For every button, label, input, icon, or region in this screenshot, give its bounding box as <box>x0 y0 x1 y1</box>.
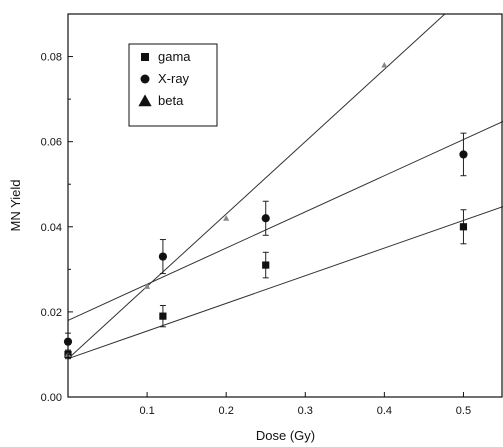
point-gama <box>159 312 167 320</box>
point-gama <box>459 223 468 231</box>
legend-label-gama: gama <box>158 49 191 64</box>
legend-items: gama X-ray beta <box>138 49 191 108</box>
y-tick-label: 0.04 <box>41 222 62 234</box>
x-tick-label: 0.4 <box>377 405 392 417</box>
plot-frame <box>67 13 503 398</box>
point-beta <box>223 215 230 221</box>
x-axis-title: Dose (Gy) <box>256 428 315 443</box>
point-beta <box>144 283 151 289</box>
y-tick-label: 0.06 <box>41 137 62 149</box>
legend-marker-gama <box>141 53 149 61</box>
y-tick-label: 0.08 <box>41 52 62 64</box>
axis-ticks <box>68 56 464 398</box>
x-tick-label: 0.5 <box>456 405 471 417</box>
legend: gama X-ray beta <box>128 43 218 127</box>
fit-lines <box>67 13 503 360</box>
y-tick-label: 0.00 <box>41 392 62 404</box>
legend-marker-beta <box>138 94 152 107</box>
fit-line-x-ray <box>67 120 503 321</box>
point-beta <box>381 61 388 68</box>
x-tick-label: 0.3 <box>298 405 313 417</box>
y-axis-title: MN Yield <box>8 179 23 231</box>
legend-marker-x-ray <box>140 74 150 84</box>
y-tick-label: 0.02 <box>41 307 62 319</box>
fit-line-beta <box>67 13 446 360</box>
x-tick-label: 0.2 <box>219 405 234 417</box>
legend-label-beta: beta <box>158 93 184 108</box>
fit-line-gama <box>67 206 503 360</box>
point-x-ray <box>158 252 168 261</box>
point-x-ray <box>459 150 468 159</box>
x-tick-label: 0.1 <box>139 405 154 417</box>
point-gama <box>262 261 270 269</box>
error-bars <box>65 132 467 360</box>
tick-labels: 0.1 0.2 0.3 0.4 0.5 0.00 0.02 0.04 0.06 0.08 <box>41 52 472 417</box>
legend-label-x-ray: X-ray <box>158 71 190 86</box>
point-x-ray <box>261 214 270 223</box>
